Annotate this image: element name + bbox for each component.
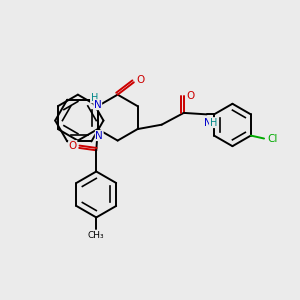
Text: CH₃: CH₃ bbox=[88, 232, 105, 241]
Text: O: O bbox=[69, 141, 77, 151]
Text: N: N bbox=[95, 130, 103, 141]
Text: O: O bbox=[136, 75, 144, 85]
Text: N: N bbox=[204, 118, 212, 128]
Text: H: H bbox=[209, 118, 217, 128]
Text: Cl: Cl bbox=[267, 134, 278, 143]
Text: H: H bbox=[91, 93, 98, 103]
Text: O: O bbox=[186, 91, 194, 101]
Text: N: N bbox=[94, 100, 102, 110]
